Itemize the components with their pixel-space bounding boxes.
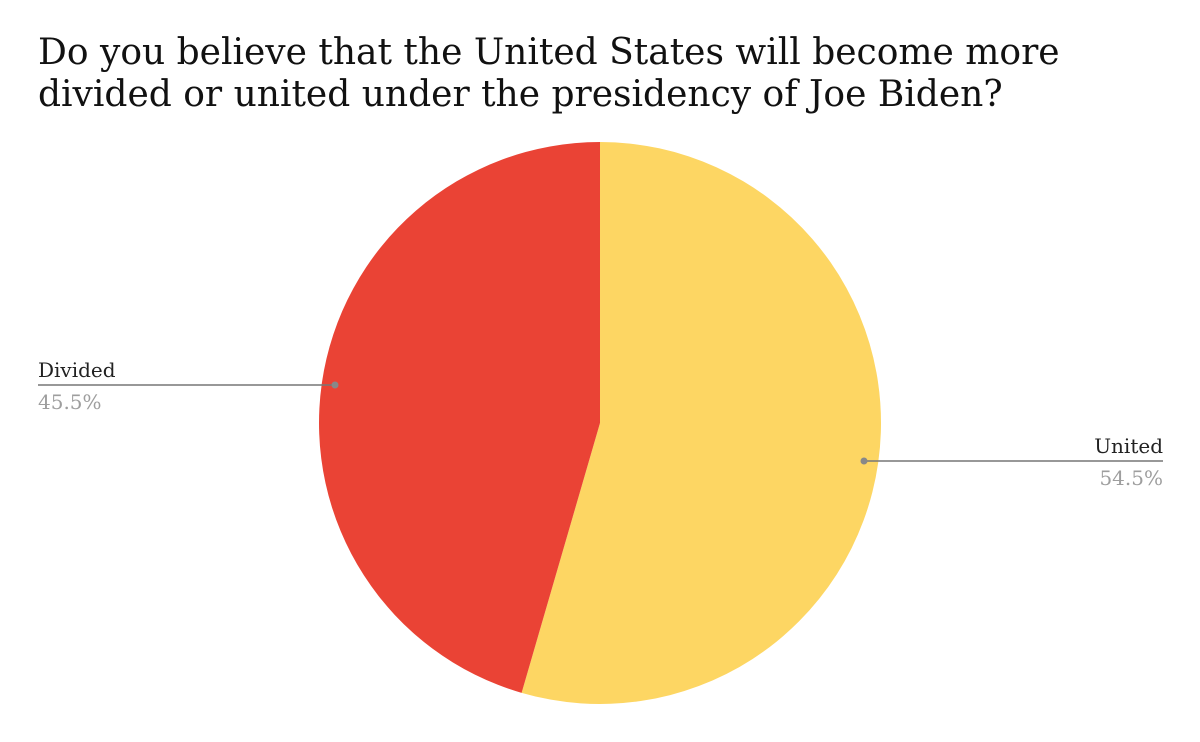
label-name-divided: Divided	[38, 358, 116, 382]
slice-label-united: United 54.5%	[860, 434, 1163, 490]
pie-slice-united	[521, 141, 882, 704]
slice-label-divided: Divided 45.5%	[38, 358, 339, 414]
leader-dot-united	[860, 457, 868, 465]
pie-slice-divided	[319, 142, 600, 693]
label-percent-divided: 45.5%	[38, 390, 102, 414]
label-percent-united: 54.5%	[1099, 466, 1163, 490]
chart-title: Do you believe that the United States wi…	[38, 32, 1060, 115]
label-name-united: United	[1094, 434, 1163, 458]
leader-dot-divided	[331, 381, 339, 389]
